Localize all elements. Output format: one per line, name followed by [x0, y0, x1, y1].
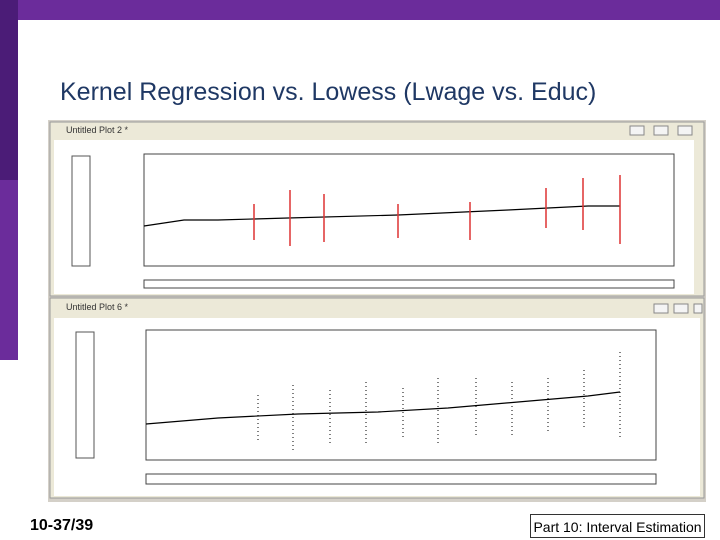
- error-bars: [253, 175, 621, 246]
- screenshot: Untitled Plot 2 * Untitled Plot 6 *: [48, 120, 706, 502]
- axis-label-box: [75, 331, 95, 459]
- window-button[interactable]: [653, 303, 669, 314]
- section-label: Part 10: Interval Estimation: [530, 514, 705, 538]
- window-title: Untitled Plot 6 *: [66, 302, 129, 312]
- slide-title: Kernel Regression vs. Lowess (Lwage vs. …: [60, 78, 597, 106]
- top-bar: [0, 0, 720, 20]
- page-number: 10-37/39: [30, 517, 94, 534]
- plot-area: [143, 153, 675, 267]
- legend-box: [145, 473, 657, 485]
- window-button[interactable]: [677, 125, 693, 136]
- legend-box: [143, 279, 675, 289]
- fit-line: [145, 391, 621, 425]
- window-title: Untitled Plot 2 *: [66, 125, 129, 135]
- fit-line: [143, 205, 620, 227]
- window-button[interactable]: [629, 125, 645, 136]
- scatter-columns: [257, 352, 621, 450]
- side-bar-dark: [0, 0, 18, 180]
- window-button[interactable]: [693, 303, 703, 314]
- side-bar-light: [0, 180, 18, 360]
- window-button[interactable]: [673, 303, 689, 314]
- window-button[interactable]: [653, 125, 669, 136]
- plot-area: [145, 329, 657, 461]
- axis-label-box: [71, 155, 91, 267]
